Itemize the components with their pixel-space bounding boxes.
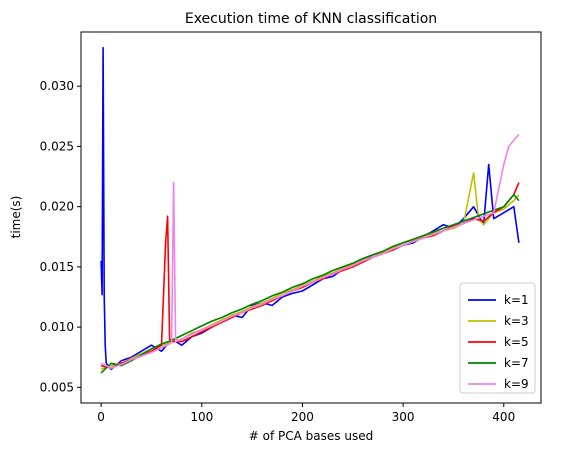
series-line-k=5 xyxy=(100,182,520,369)
chart-title: Execution time of KNN classification xyxy=(185,11,437,27)
x-tick-label: 300 xyxy=(392,410,415,424)
legend-label: k=5 xyxy=(504,335,529,349)
series-line-k=1 xyxy=(100,46,520,371)
y-tick-label: 0.015 xyxy=(40,260,74,274)
legend-label: k=9 xyxy=(504,377,529,391)
legend-box xyxy=(459,282,536,394)
y-tick-label: 0.010 xyxy=(40,320,74,334)
axes-frame xyxy=(80,31,542,404)
series-line-k=9 xyxy=(100,133,520,369)
legend-label: k=3 xyxy=(504,314,529,328)
x-tick-label: 0 xyxy=(97,410,105,424)
y-axis: 0.005 0.010 0.015 0.020 0.025 0.030 xyxy=(40,79,81,394)
y-axis-title: time(s) xyxy=(9,196,23,239)
y-tick-label: 0.005 xyxy=(40,380,74,394)
series-layer xyxy=(100,46,520,374)
y-tick-label: 0.020 xyxy=(40,200,74,214)
plot-area xyxy=(80,31,542,404)
x-axis-title: # of PCA bases used xyxy=(249,429,373,443)
legend-label: k=7 xyxy=(504,356,529,370)
x-tick-label: 200 xyxy=(291,410,314,424)
x-tick-label: 400 xyxy=(492,410,515,424)
y-tick-label: 0.025 xyxy=(40,139,74,153)
legend-label: k=1 xyxy=(504,293,529,307)
legend: k=1 k=3 k=5 k=7 k=9 xyxy=(459,282,536,394)
x-tick-label: 100 xyxy=(190,410,213,424)
x-axis: 0 100 200 300 400 xyxy=(97,403,515,424)
y-tick-label: 0.030 xyxy=(40,79,74,93)
